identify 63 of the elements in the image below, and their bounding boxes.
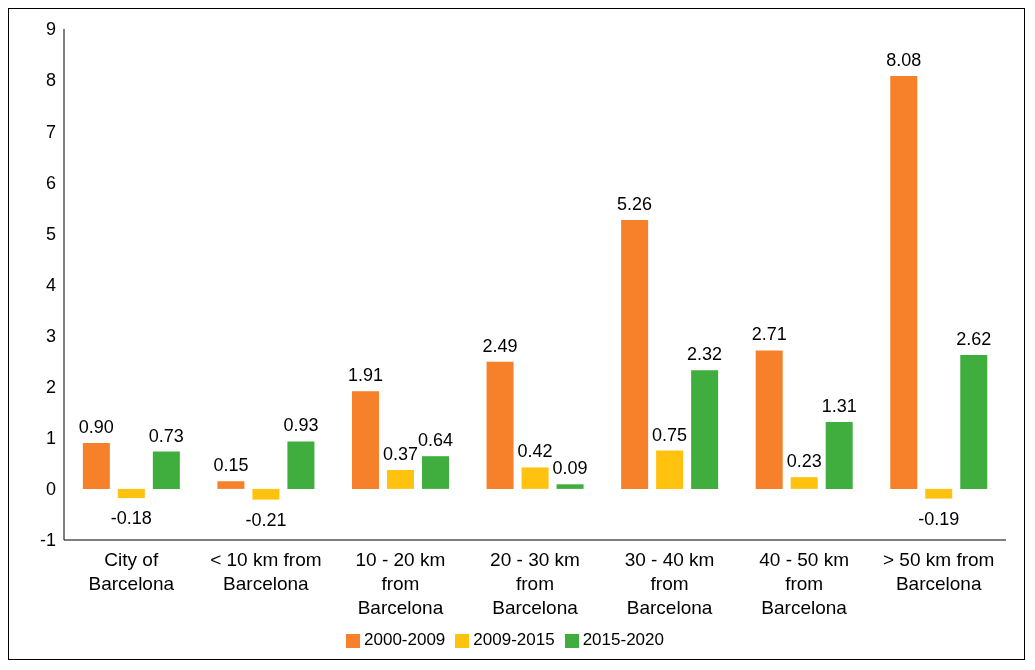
data-label: 0.09 (552, 458, 588, 479)
bar (691, 370, 719, 489)
bar (287, 441, 315, 489)
data-label: 2.32 (687, 344, 723, 365)
bar (825, 421, 853, 489)
data-label: -0.18 (110, 508, 152, 529)
data-label: 0.23 (786, 451, 822, 472)
data-label: 2.71 (751, 324, 787, 345)
bar (421, 456, 449, 489)
bar (960, 355, 988, 489)
y-tick-label: 0 (45, 479, 56, 500)
bar (486, 361, 514, 489)
x-tick-label: City of Barcelona (88, 549, 175, 594)
bar (656, 450, 684, 489)
data-label: -0.19 (918, 508, 960, 529)
y-tick-label: 7 (45, 121, 56, 142)
y-tick-label: 2 (45, 377, 56, 398)
data-label: 2.49 (482, 335, 518, 356)
bar (521, 467, 549, 489)
data-label: 0.37 (382, 443, 419, 464)
bar (890, 76, 918, 489)
y-tick-label: 3 (45, 325, 56, 346)
bar (755, 350, 783, 489)
legend-label: 2009-2015 (473, 630, 555, 649)
data-label: -0.21 (245, 509, 287, 530)
data-label: 0.64 (417, 430, 454, 451)
y-tick-label: 1 (45, 428, 56, 449)
bar (621, 220, 649, 489)
bar (217, 481, 245, 489)
bar (351, 391, 379, 489)
x-tick-label: 20 - 30 km from Barcelona (490, 549, 580, 618)
data-label: 0.75 (652, 424, 688, 445)
data-label: 0.73 (148, 425, 184, 446)
y-tick-label: 8 (45, 70, 56, 91)
x-tick-label: < 10 km from Barcelona (210, 549, 322, 594)
bar (152, 451, 180, 489)
y-tick-label: 9 (45, 19, 56, 40)
data-label: 1.91 (347, 365, 384, 386)
y-tick-label: 5 (45, 223, 56, 244)
bar (82, 442, 110, 489)
bar (790, 477, 818, 489)
legend-label: 2000-2009 (364, 630, 446, 649)
data-label: 0.15 (213, 455, 249, 476)
x-tick-label: > 50 km from Barcelona (883, 549, 995, 594)
bar (117, 488, 145, 499)
data-label: 2.62 (956, 329, 992, 350)
y-tick-label: 6 (45, 172, 56, 193)
x-tick-label: 10 - 20 km from Barcelona (355, 549, 446, 618)
data-label: 1.31 (821, 395, 857, 416)
x-tick-label: 30 - 40 km from Barcelona (624, 549, 715, 618)
y-tick-label: 4 (45, 274, 56, 295)
x-tick-label: 40 - 50 km from Barcelona (759, 549, 850, 618)
data-label: 0.90 (78, 416, 114, 437)
data-label: 8.08 (886, 50, 922, 71)
bar (925, 488, 953, 499)
data-label: 0.93 (283, 415, 319, 436)
bar (386, 469, 414, 489)
legend-label: 2015-2020 (582, 630, 664, 649)
y-tick-label: -1 (39, 530, 56, 551)
data-label: 0.42 (517, 441, 553, 462)
bar (252, 488, 280, 500)
data-label: 5.26 (617, 194, 653, 215)
bar (556, 484, 584, 489)
